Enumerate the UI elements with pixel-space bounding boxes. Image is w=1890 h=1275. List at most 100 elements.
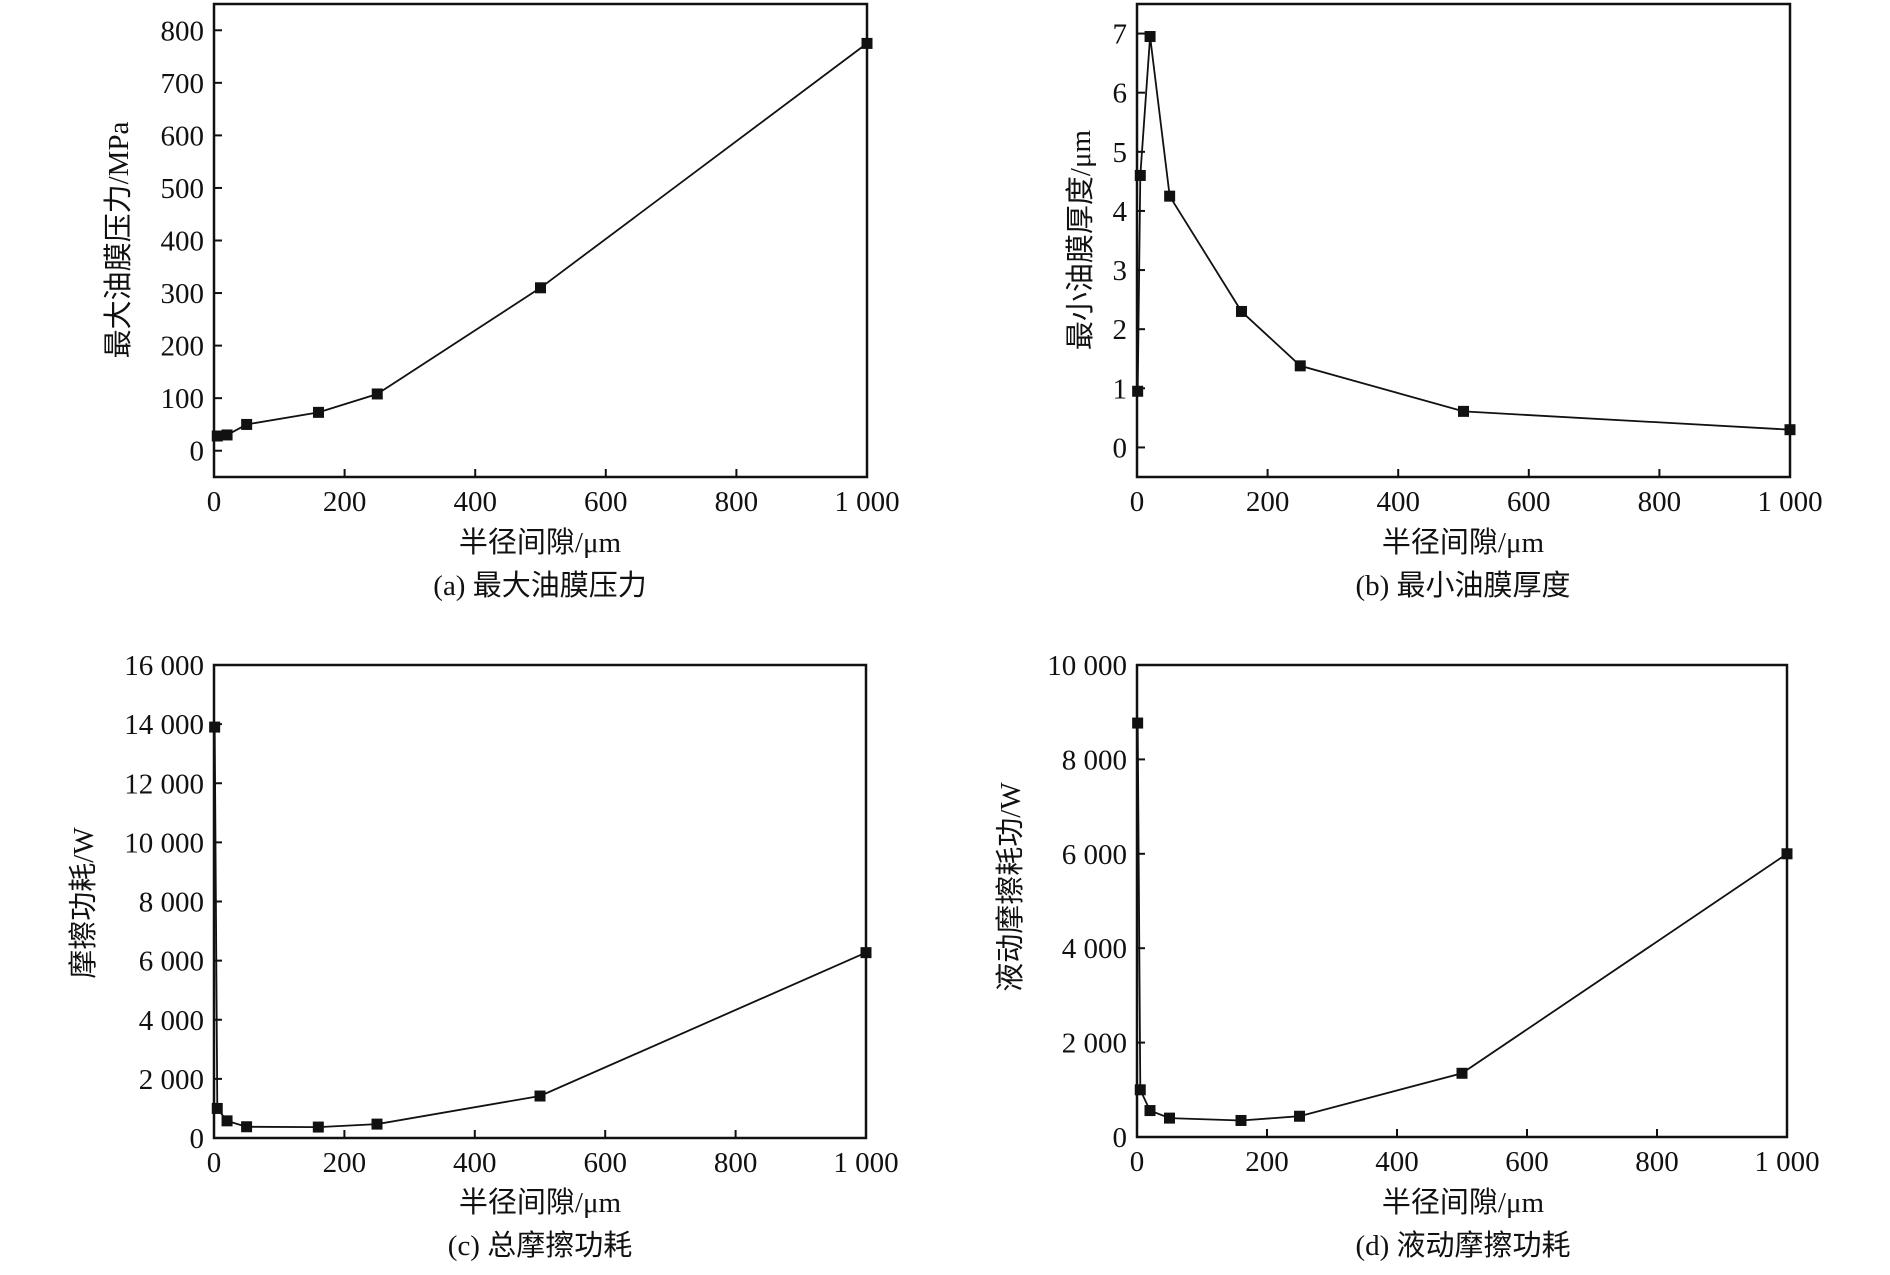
square-marker-icon	[534, 1090, 546, 1102]
square-marker-icon	[860, 947, 872, 959]
x-tick-label: 400	[1376, 486, 1420, 518]
square-marker-icon	[1456, 1067, 1468, 1079]
y-tick-label: 600	[161, 120, 205, 152]
y-tick-label: 0	[1113, 432, 1128, 464]
y-axis-label-c: 摩擦功耗/W	[67, 827, 100, 979]
y-tick-label: 400	[161, 226, 205, 258]
x-tick-label: 0	[207, 1147, 222, 1179]
series-line-d	[1132, 717, 1793, 1126]
y-tick-label: 1	[1113, 373, 1128, 405]
x-ticks-b: 0 200 400 600 800 1 000	[1130, 469, 1823, 518]
panel-b: 0 1 2 3 4 5 6 7 0 200 400 600 800 1 000 半径间隙/μm 最小油膜…	[1064, 2, 1823, 602]
plot-frame-b	[1135, 2, 1792, 479]
x-tick-label: 200	[323, 486, 367, 518]
plot-frame-c	[212, 663, 868, 1140]
y-tick-label: 10 000	[1047, 650, 1127, 682]
x-tick-label: 400	[453, 1147, 497, 1179]
y-ticks-c: 0 2 000 4 000 6 000 8 000 10 000 12 000 14 000 1…	[124, 650, 222, 1155]
x-tick-label: 0	[1130, 486, 1145, 518]
y-ticks-a: 0 100 200 300 400 500 600 700 800	[161, 15, 222, 468]
y-tick-label: 300	[161, 278, 205, 310]
data-line	[1136, 36, 1791, 431]
x-tick-label: 200	[1245, 1146, 1289, 1178]
x-axis-label-c: 半径间隙/μm	[459, 1186, 622, 1219]
y-tick-label: 2 000	[1062, 1028, 1127, 1060]
y-axis-label-b: 最小油膜厚度/μm	[1064, 129, 1097, 350]
square-marker-icon	[535, 282, 546, 294]
square-marker-icon	[861, 37, 873, 49]
x-tick-label: 200	[323, 1147, 367, 1179]
caption-d: (d) 液动摩擦功耗	[1355, 1229, 1570, 1262]
square-marker-icon	[211, 1102, 223, 1114]
x-tick-label: 400	[453, 486, 497, 518]
data-line	[217, 42, 868, 437]
x-tick-label: 1 000	[834, 486, 899, 518]
y-tick-label: 8 000	[139, 887, 204, 919]
x-ticks-a: 0 200 400 600 800 1 000	[207, 469, 900, 518]
y-tick-label: 10 000	[124, 827, 204, 859]
square-marker-icon	[241, 1121, 253, 1133]
square-marker-icon	[1235, 1114, 1247, 1126]
y-tick-label: 200	[161, 331, 205, 363]
y-tick-label: 12 000	[124, 768, 204, 800]
y-tick-label: 800	[161, 15, 205, 47]
square-marker-icon	[1458, 405, 1469, 417]
x-tick-label: 800	[715, 486, 759, 518]
y-tick-label: 0	[190, 1123, 205, 1155]
x-tick-label: 1 000	[1754, 1146, 1819, 1178]
square-marker-icon	[1134, 169, 1146, 181]
series-line-a	[211, 37, 873, 442]
plot-frame-a	[212, 2, 869, 479]
y-tick-label: 100	[161, 383, 205, 415]
y-tick-label: 4	[1113, 196, 1128, 228]
panel-c: 0 2 000 4 000 6 000 8 000 10 000 12 000 14 000 1…	[67, 650, 899, 1262]
square-marker-icon	[312, 406, 324, 418]
y-tick-label: 4 000	[1062, 933, 1127, 965]
x-tick-label: 800	[1635, 1146, 1679, 1178]
x-tick-label: 600	[1507, 486, 1551, 518]
x-axis-label-d: 半径间隙/μm	[1382, 1186, 1545, 1219]
caption-a: (a) 最大油膜压力	[433, 569, 646, 602]
square-marker-icon	[1294, 1110, 1305, 1122]
square-marker-icon	[1164, 1112, 1175, 1124]
y-tick-label: 2 000	[139, 1064, 204, 1096]
caption-b: (b) 最小油膜厚度	[1355, 569, 1570, 602]
x-tick-label: 400	[1375, 1146, 1419, 1178]
y-tick-label: 5	[1113, 137, 1128, 169]
square-marker-icon	[241, 418, 253, 430]
x-tick-label: 1 000	[833, 1147, 898, 1179]
y-tick-label: 500	[161, 173, 205, 205]
y-tick-label: 2	[1113, 314, 1128, 346]
square-marker-icon	[1235, 305, 1247, 317]
plot-frame-d	[1135, 663, 1789, 1139]
square-marker-icon	[211, 430, 223, 442]
y-tick-label: 4 000	[139, 1005, 204, 1037]
caption-c: (c) 总摩擦功耗	[448, 1229, 632, 1262]
x-ticks-c: 0 200 400 600 800 1 000	[207, 1130, 899, 1179]
square-marker-icon	[371, 1118, 383, 1130]
y-tick-label: 6 000	[1062, 839, 1127, 871]
x-tick-label: 0	[1130, 1146, 1145, 1178]
square-marker-icon	[1144, 1105, 1156, 1117]
y-tick-label: 8 000	[1062, 744, 1127, 776]
x-axis-label-b: 半径间隙/μm	[1382, 526, 1545, 559]
series-line-c	[209, 721, 872, 1133]
square-marker-icon	[371, 388, 383, 400]
x-tick-label: 600	[583, 1147, 627, 1179]
y-tick-label: 6	[1113, 78, 1128, 110]
x-tick-label: 800	[714, 1147, 758, 1179]
x-tick-label: 1 000	[1757, 486, 1822, 518]
x-tick-label: 200	[1246, 486, 1290, 518]
y-ticks-d: 0 2 000 4 000 6 000 8 000 10 000	[1047, 650, 1145, 1154]
y-tick-label: 0	[190, 436, 205, 468]
panel-a: 0 100 200 300 400 500 600 700 800 0 200 400 600 800 1…	[102, 2, 900, 602]
square-marker-icon	[1294, 360, 1306, 372]
x-ticks-d: 0 200 400 600 800 1 000	[1130, 1129, 1820, 1178]
square-marker-icon	[1134, 1084, 1146, 1096]
x-tick-label: 0	[207, 486, 222, 518]
y-tick-label: 7	[1113, 19, 1128, 51]
square-marker-icon	[1784, 424, 1796, 436]
square-marker-icon	[1781, 848, 1793, 860]
square-marker-icon	[221, 1115, 233, 1127]
